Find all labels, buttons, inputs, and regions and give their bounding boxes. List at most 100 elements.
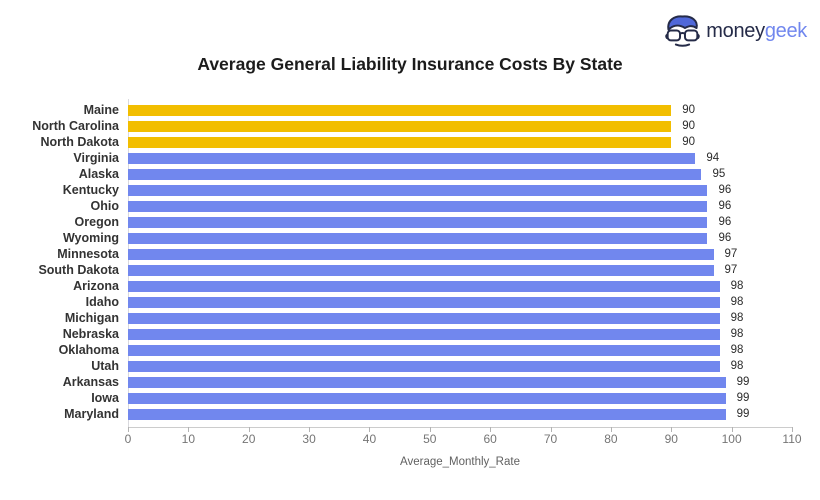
logo-wordmark: moneygeek [706, 21, 807, 41]
category-label: Idaho [85, 295, 119, 309]
tick-mark [429, 427, 431, 432]
bar-track: 98 [128, 328, 792, 340]
bar-track: 98 [128, 344, 792, 356]
category-label: South Dakota [38, 263, 119, 277]
bar-highlighted [128, 136, 672, 148]
value-label: 90 [682, 120, 696, 132]
bar-track: 96 [128, 200, 792, 212]
category-label: Ohio [90, 199, 119, 213]
bar-track: 96 [128, 216, 792, 228]
bar-rows: Maine 90 North Carolina 90 North Dakota 90 Vir… [0, 102, 820, 422]
chart-row: South Dakota 97 [0, 262, 820, 278]
category-label: Michigan [64, 311, 119, 325]
bar-track: 94 [128, 152, 792, 164]
bar-track: 96 [128, 184, 792, 196]
tick-label: 90 [664, 432, 678, 446]
chart-row: Maine 90 [0, 102, 820, 118]
bar [128, 280, 720, 292]
category-label: North Carolina [32, 119, 119, 133]
bar-track: 98 [128, 360, 792, 372]
tick-label: 10 [181, 432, 196, 446]
bar-track: 98 [128, 312, 792, 324]
value-label: 90 [682, 104, 696, 116]
category-label: Arizona [73, 279, 119, 293]
tick-mark [731, 427, 733, 432]
bar-track: 90 [128, 104, 792, 116]
tick-label: 70 [543, 432, 558, 446]
bar [128, 408, 726, 420]
tick-mark [490, 427, 492, 432]
chart-row: Minnesota 97 [0, 246, 820, 262]
bar-track: 99 [128, 376, 792, 388]
category-label: Maryland [64, 407, 119, 421]
tick-label: 0 [124, 432, 132, 446]
tick-label: 20 [242, 432, 256, 446]
tick-mark [792, 427, 793, 432]
chart-row: Nebraska 98 [0, 326, 820, 342]
tick-label: 30 [302, 432, 316, 446]
bar [128, 392, 726, 404]
chart-row: North Carolina 90 [0, 118, 820, 134]
chart-row: Kentucky 96 [0, 182, 820, 198]
value-label: 98 [730, 280, 744, 292]
value-label: 99 [736, 376, 750, 388]
chart-row: Virginia 94 [0, 150, 820, 166]
tick-label: 100 [721, 432, 742, 446]
value-label: 98 [730, 328, 744, 340]
chart-row: Oklahoma 98 [0, 342, 820, 358]
bar [128, 264, 714, 276]
value-label: 98 [730, 312, 744, 324]
chart-row: Ohio 96 [0, 198, 820, 214]
bar [128, 248, 714, 260]
value-label: 96 [718, 184, 732, 196]
bar [128, 376, 726, 388]
chart-row: Utah 98 [0, 358, 820, 374]
bar [128, 296, 720, 308]
value-label: 94 [706, 152, 720, 164]
category-label: Oregon [74, 215, 119, 229]
value-label: 98 [730, 344, 744, 356]
bar [128, 360, 720, 372]
chart-row: Arizona 98 [0, 278, 820, 294]
tick-label: 50 [423, 432, 437, 446]
tick-mark [369, 427, 371, 432]
bar-track: 97 [128, 264, 792, 276]
value-label: 90 [682, 136, 696, 148]
logo-money-text: money [706, 19, 765, 42]
category-label: North Dakota [40, 135, 119, 149]
chart-row: North Dakota 90 [0, 134, 820, 150]
tick-mark [128, 427, 129, 432]
bar-track: 97 [128, 248, 792, 260]
x-axis-title: Average_Monthly_Rate [400, 456, 520, 468]
chart-row: Iowa 99 [0, 390, 820, 406]
bar-highlighted [128, 120, 672, 132]
category-label: Oklahoma [58, 343, 119, 357]
chart-row: Oregon 96 [0, 214, 820, 230]
value-label: 96 [718, 216, 732, 228]
bar [128, 216, 708, 228]
value-label: 96 [718, 200, 732, 212]
bar-track: 99 [128, 392, 792, 404]
bar [128, 168, 702, 180]
value-label: 99 [736, 392, 750, 404]
tick-mark [309, 427, 311, 432]
tick-label: 80 [604, 432, 618, 446]
category-label: Utah [91, 359, 119, 373]
tick-mark [550, 427, 552, 432]
bar [128, 200, 708, 212]
category-label: Wyoming [62, 231, 119, 245]
bar-track: 98 [128, 296, 792, 308]
bar [128, 328, 720, 340]
chart-title: Average General Liability Insurance Cost… [197, 54, 623, 74]
bar-track: 96 [128, 232, 792, 244]
value-label: 97 [724, 264, 738, 276]
tick-mark [188, 427, 190, 432]
tick-mark [671, 427, 673, 432]
tick-mark [610, 427, 612, 432]
logo-geek-text: geek [764, 19, 807, 42]
chart-row: Wyoming 96 [0, 230, 820, 246]
category-label: Minnesota [57, 247, 119, 261]
bar [128, 232, 708, 244]
category-label: Iowa [91, 391, 119, 405]
